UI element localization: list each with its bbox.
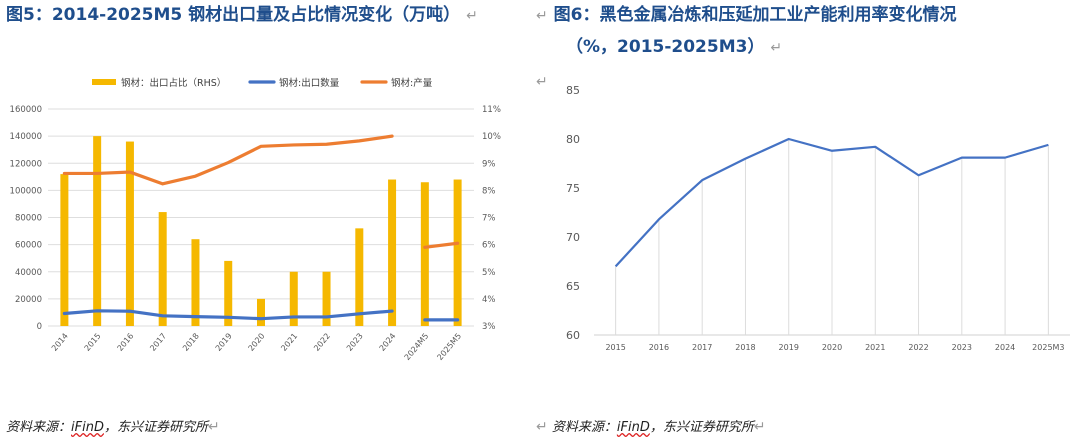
- x-tick-label: 2016: [115, 332, 135, 353]
- y-right-tick-label: 7%: [482, 214, 496, 224]
- bar-export-share: [257, 298, 265, 326]
- figure-6-title-text-2: （%，2015-2025M3）: [566, 37, 765, 57]
- x-tick-label: 2017: [148, 332, 168, 353]
- x-tick-label: 2025M3: [1032, 343, 1064, 352]
- y-left-tick-label: 40000: [15, 268, 42, 278]
- return-mark: ↵: [770, 40, 783, 56]
- bar-export-share: [322, 271, 331, 326]
- figure-6-source: ↵ 资料来源：iFinD，东兴证券研究所↵: [536, 416, 766, 435]
- bar-export-share: [93, 136, 102, 326]
- figure-5-title: 图5：2014-2025M5 钢材出口量及占比情况变化（万吨） ↵: [6, 4, 478, 27]
- source-prefix: 资料来源：: [6, 420, 72, 435]
- y-right-tick-label: 8%: [482, 186, 496, 196]
- y-right-tick-label: 3%: [482, 322, 496, 332]
- bar-export-share: [224, 260, 233, 326]
- y-right-tick-label: 6%: [482, 241, 496, 251]
- y-right-tick-label: 9%: [482, 159, 496, 169]
- legend-label: 钢材:产量: [391, 77, 433, 89]
- figure-6-blank-line: ↵: [536, 70, 548, 93]
- x-tick-label: 2016: [649, 343, 669, 352]
- x-tick-label: 2025M5: [435, 332, 463, 363]
- y-left-tick-label: 60000: [15, 241, 42, 251]
- line-production: [62, 134, 394, 186]
- y-right-tick-label: 4%: [482, 295, 496, 305]
- y-tick-label: 65: [566, 280, 580, 293]
- x-tick-label: 2015: [605, 343, 625, 352]
- figure-6-panel: ↵ 图6：黑色金属冶炼和压延加工业产能利用率变化情况 （%，2015-2025M…: [530, 0, 1080, 440]
- x-tick-label: 2019: [214, 332, 234, 353]
- source-prefix: 资料来源：: [551, 420, 617, 435]
- source-ifind: iFinD: [616, 420, 650, 435]
- x-tick-label: 2023: [345, 332, 365, 353]
- figure-5-source: 资料来源：iFinD，东兴证券研究所↵: [6, 416, 220, 435]
- source-suffix: ，东兴证券研究所: [103, 420, 208, 435]
- x-tick-label: 2019: [779, 343, 799, 352]
- x-tick-label: 2022: [908, 343, 928, 352]
- figure-6-title-text-1: 图6：黑色金属冶炼和压延加工业产能利用率变化情况: [553, 5, 957, 25]
- bar-export-share: [420, 182, 429, 326]
- y-right-tick-label: 11%: [482, 105, 501, 115]
- y-tick-label: 70: [566, 231, 580, 244]
- return-mark: ↵: [207, 419, 220, 435]
- bar-export-share: [191, 239, 200, 326]
- bar-export-share: [60, 174, 69, 326]
- y-right-tick-label: 10%: [482, 132, 501, 142]
- x-tick-label: 2020: [822, 343, 842, 352]
- legend-label: 钢材：出口占比（RHS）: [121, 77, 226, 89]
- y-left-tick-label: 0: [37, 322, 42, 332]
- y-right-tick-label: 5%: [482, 268, 496, 278]
- figure-6-title-line-1: ↵ 图6：黑色金属冶炼和压延加工业产能利用率变化情况: [536, 4, 956, 27]
- x-tick-label: 2021: [865, 343, 885, 352]
- legend-label: 钢材:出口数量: [279, 77, 340, 89]
- x-tick-label: 2018: [181, 332, 201, 353]
- y-left-tick-label: 20000: [15, 295, 42, 305]
- line-export-volume: [62, 309, 394, 321]
- figure-5-panel: 图5：2014-2025M5 钢材出口量及占比情况变化（万吨） ↵ 0 20000…: [0, 0, 530, 440]
- bar-export-share: [388, 179, 397, 326]
- y-tick-label: 75: [566, 182, 580, 195]
- x-tick-label: 2023: [952, 343, 972, 352]
- return-mark: ↵: [466, 8, 478, 24]
- x-tick-label: 2024M5: [403, 332, 431, 363]
- line-capacity-utilization: [614, 137, 1049, 268]
- y-tick-label: 85: [566, 84, 580, 97]
- x-tick-label: 2020: [247, 332, 267, 353]
- bar-export-share: [125, 141, 134, 326]
- y-left-tick-label: 100000: [10, 186, 42, 196]
- y-tick-label: 80: [566, 133, 580, 146]
- x-tick-label: 2017: [692, 343, 712, 352]
- figure-6-title-line-2: （%，2015-2025M3） ↵: [566, 36, 782, 59]
- x-tick-label: 2024: [378, 332, 398, 353]
- figure-5-title-text: 图5：2014-2025M5 钢材出口量及占比情况变化（万吨）: [6, 5, 461, 25]
- figure-5-chart: 0 20000 40000 60000 80000 100000 120000 140000 1…: [10, 77, 501, 363]
- bar-export-share: [355, 228, 364, 326]
- return-mark: ↵: [536, 8, 548, 24]
- x-tick-label: 2024: [995, 343, 1015, 352]
- bar-export-share: [289, 271, 298, 326]
- x-tick-label: 2014: [50, 332, 70, 353]
- x-tick-label: 2021: [279, 332, 299, 353]
- y-tick-label: 60: [566, 329, 580, 342]
- y-left-tick-label: 140000: [10, 132, 42, 142]
- y-left-tick-label: 120000: [10, 159, 42, 169]
- figure-6-chart: 60 65 70 75 80 85 2015 2016 2017 2018 2019 2020 2021…: [566, 84, 1070, 352]
- source-ifind: iFinD: [71, 420, 104, 435]
- line-production: [423, 241, 460, 249]
- return-mark: ↵: [753, 419, 766, 435]
- bar-export-share: [453, 179, 462, 326]
- source-suffix: ，东兴证券研究所: [649, 420, 754, 435]
- x-tick-label: 2015: [83, 332, 103, 353]
- y-left-tick-label: 80000: [15, 214, 42, 224]
- return-mark: ↵: [536, 74, 548, 90]
- return-mark: ↵: [536, 419, 548, 435]
- y-left-tick-label: 160000: [10, 105, 42, 115]
- x-tick-label: 2018: [735, 343, 755, 352]
- x-tick-label: 2022: [312, 332, 332, 353]
- legend-swatch-export-share: [92, 79, 116, 85]
- bar-export-share: [158, 212, 167, 326]
